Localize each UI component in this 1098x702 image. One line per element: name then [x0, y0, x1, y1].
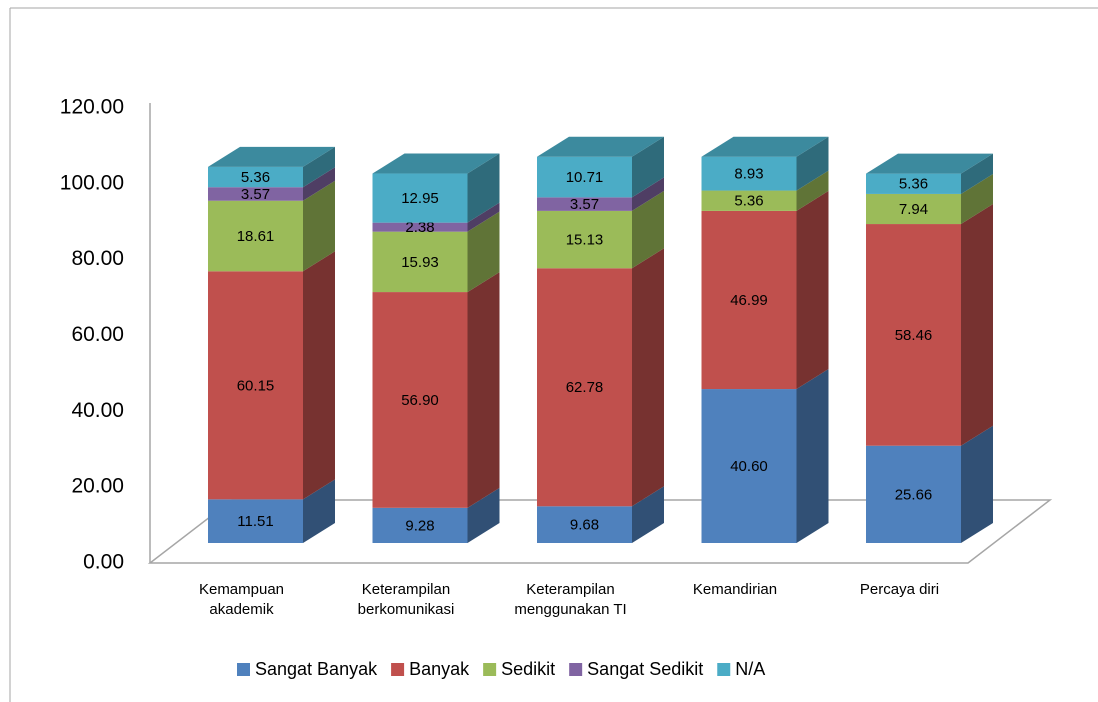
bar-side — [467, 487, 500, 543]
value-label: 60.15 — [237, 377, 275, 394]
value-label: 2.38 — [405, 219, 434, 236]
bar-segment — [372, 222, 468, 232]
bar-segment — [701, 389, 797, 543]
value-label: 40.60 — [730, 458, 768, 475]
legend-label: Sedikit — [501, 659, 555, 679]
legend-label: Sangat Sedikit — [587, 659, 703, 679]
bar-segment — [537, 197, 632, 211]
legend-label: Sangat Banyak — [255, 659, 378, 679]
bar-segment — [866, 173, 961, 194]
bar-side — [632, 190, 664, 269]
bar-segment — [208, 200, 303, 272]
bar-segment — [372, 173, 468, 223]
bar-segment — [372, 507, 468, 543]
y-tick-label: 100.00 — [60, 171, 124, 194]
bar-segment — [866, 224, 961, 446]
legend-swatch — [569, 663, 583, 676]
x-tick-label: Percaya diri — [860, 581, 939, 598]
bar-side — [632, 486, 664, 543]
value-label: 15.93 — [401, 254, 439, 271]
bar-side — [467, 211, 500, 293]
legend-swatch — [717, 663, 731, 676]
value-label: 9.28 — [405, 517, 434, 534]
legend-label: Banyak — [409, 659, 470, 679]
bar-side — [303, 167, 335, 201]
bar-top — [701, 136, 829, 157]
bar-side — [796, 170, 829, 211]
bar-segment — [701, 156, 797, 191]
bar-side — [467, 202, 500, 232]
bar-side — [632, 177, 664, 211]
bar-top — [866, 153, 993, 174]
bar-side — [303, 251, 335, 500]
bar-segment — [208, 499, 303, 543]
bar-side — [303, 146, 335, 188]
legend-label: N/A — [735, 659, 765, 679]
value-label: 18.61 — [237, 228, 275, 245]
x-tick-label: Kemandirian — [693, 581, 777, 598]
value-label: 15.13 — [566, 232, 604, 249]
bar-side — [467, 153, 500, 223]
value-label: 62.78 — [566, 379, 604, 396]
value-label: 5.36 — [241, 169, 270, 186]
legend-swatch — [237, 663, 250, 676]
value-label: 12.95 — [401, 190, 439, 207]
bar-side — [796, 369, 829, 543]
x-tick-label: Keterampilan berkomunikasi — [358, 581, 455, 618]
y-tick-label: 20.00 — [71, 475, 124, 498]
y-tick-label: 60.00 — [71, 323, 124, 346]
bar-side — [303, 479, 335, 543]
bar-side — [796, 136, 829, 191]
bar-segment — [208, 271, 303, 500]
bar-side — [467, 272, 500, 508]
bar-side — [632, 248, 664, 507]
y-tick-label: 40.00 — [71, 399, 124, 422]
bar-side — [303, 180, 335, 272]
bar-segment — [208, 166, 303, 188]
bar-top — [208, 146, 335, 167]
bar-top — [537, 136, 664, 157]
value-label: 25.66 — [895, 486, 933, 503]
bar-segment — [372, 231, 468, 293]
bar-segment — [866, 445, 961, 543]
bar-segment — [866, 193, 961, 225]
x-tick-label: Keterampilan menggunakan TI — [514, 581, 626, 618]
value-label: 46.99 — [730, 292, 768, 309]
value-label: 5.36 — [899, 176, 928, 193]
bar-side — [961, 204, 993, 446]
value-label: 56.90 — [401, 392, 439, 409]
value-label: 8.93 — [734, 166, 763, 183]
bar-segment — [701, 190, 797, 211]
bar-side — [961, 153, 993, 194]
y-tick-label: 120.00 — [60, 96, 124, 119]
bar-segment — [537, 156, 632, 198]
bar-segment — [372, 292, 468, 508]
bar-side — [961, 173, 993, 225]
bar-side — [961, 425, 993, 543]
value-label: 11.51 — [237, 513, 273, 530]
bar-side — [796, 190, 829, 390]
value-label: 7.94 — [899, 201, 928, 218]
bar-segment — [701, 210, 797, 390]
value-label: 58.46 — [895, 327, 933, 344]
legend-swatch — [391, 663, 405, 676]
bar-segment — [537, 210, 632, 269]
bar-segment — [537, 268, 632, 507]
bar-side — [632, 136, 664, 198]
value-label: 5.36 — [734, 193, 763, 210]
bar-segment — [537, 506, 632, 543]
value-label: 3.57 — [241, 186, 270, 203]
bar-segment — [208, 187, 303, 201]
y-tick-label: 0.00 — [83, 551, 124, 574]
value-label: 10.71 — [566, 169, 604, 186]
value-label: 9.68 — [570, 517, 599, 534]
floor — [147, 499, 1053, 564]
value-label: 3.57 — [570, 196, 599, 213]
bar-top — [372, 153, 500, 174]
x-tick-label: Kemampuan akademik — [199, 581, 284, 618]
legend-swatch — [483, 663, 497, 676]
y-tick-label: 80.00 — [71, 247, 124, 270]
